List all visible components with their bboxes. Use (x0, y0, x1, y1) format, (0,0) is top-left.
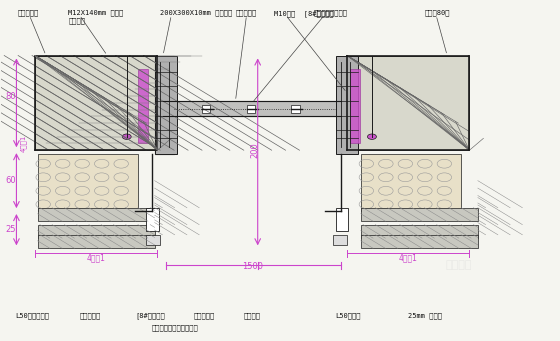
Bar (38, 153, 138, 211)
Bar (38, 225, 155, 238)
Bar (38, 235, 155, 248)
Text: 导水气密封胶条放置水盗: 导水气密封胶条放置水盗 (152, 324, 199, 331)
Circle shape (367, 134, 376, 139)
Polygon shape (35, 56, 157, 150)
Bar (361, 235, 478, 248)
Text: 4分之1: 4分之1 (399, 253, 418, 262)
Bar (138, 69, 148, 144)
Bar (333, 235, 347, 245)
Text: 屋面结构层: 屋面结构层 (18, 10, 39, 16)
Bar (202, 105, 211, 113)
Bar (38, 208, 155, 221)
Text: [8#槽钢钉头: [8#槽钢钉头 (135, 313, 165, 319)
Text: 200: 200 (250, 142, 259, 158)
Text: 80: 80 (5, 92, 16, 101)
Text: L50角钢合铝层: L50角钢合铝层 (15, 313, 49, 319)
Text: 4分之1: 4分之1 (87, 253, 105, 262)
Text: 土木在线: 土木在线 (445, 260, 472, 270)
Bar (146, 235, 160, 245)
Text: L50角钢层: L50角钢层 (336, 313, 361, 319)
Text: 泡沫弹簧条: 泡沫弹簧条 (235, 10, 256, 16)
Circle shape (122, 134, 131, 139)
Bar (146, 208, 158, 232)
Text: M10螺丝  [8#槽钢钉头: M10螺丝 [8#槽钢钉头 (274, 10, 334, 17)
Polygon shape (347, 56, 469, 150)
Bar (246, 105, 255, 113)
Bar (361, 153, 461, 211)
Text: 200X300X10mm 铝板模板: 200X300X10mm 铝板模板 (160, 10, 232, 16)
Text: 60: 60 (5, 176, 16, 185)
Text: 中性粘结密封胶条: 中性粘结密封胶条 (314, 10, 347, 16)
Text: 不锈钢卡件: 不锈钢卡件 (80, 313, 101, 319)
Text: 1500: 1500 (241, 262, 263, 271)
Bar (361, 208, 478, 221)
Bar (291, 105, 300, 113)
Text: 泡沫弹簧条: 泡沫弹簧条 (194, 313, 215, 319)
Bar (349, 69, 360, 144)
Text: 25: 25 (5, 225, 16, 234)
Text: 4分之1: 4分之1 (20, 135, 27, 152)
Text: 护户尘装: 护户尘装 (244, 313, 261, 319)
Bar (336, 208, 348, 232)
Text: 天然岩80型: 天然岩80型 (425, 10, 450, 16)
Text: 25mm 水泥层: 25mm 水泥层 (408, 313, 442, 319)
Text: M12X140mm 螺栓螺
栓底止件: M12X140mm 螺栓螺 栓底止件 (68, 10, 124, 24)
Bar (361, 225, 478, 238)
Bar (336, 56, 358, 153)
Bar (155, 56, 177, 153)
